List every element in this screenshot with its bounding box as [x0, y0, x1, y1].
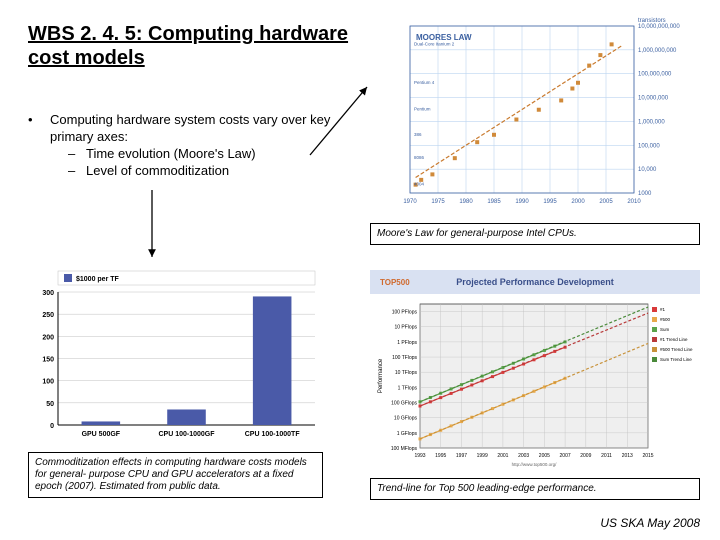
svg-text:Pentium 4: Pentium 4 — [414, 80, 435, 85]
svg-text:Performance: Performance — [378, 358, 384, 393]
svg-text:GPU 500GF: GPU 500GF — [82, 431, 121, 438]
svg-text:2011: 2011 — [601, 453, 612, 459]
svg-text:Pentium: Pentium — [414, 107, 431, 112]
svg-text:8086: 8086 — [414, 155, 425, 160]
svg-text:2013: 2013 — [622, 453, 633, 459]
svg-text:1,000,000: 1,000,000 — [638, 119, 665, 125]
svg-text:2005: 2005 — [599, 199, 613, 205]
svg-text:1993: 1993 — [414, 453, 425, 459]
svg-text:150: 150 — [42, 357, 54, 364]
svg-text:10 PFlops: 10 PFlops — [394, 325, 417, 331]
svg-text:#500: #500 — [660, 317, 671, 322]
svg-text:386: 386 — [414, 132, 422, 137]
svg-text:2000: 2000 — [571, 199, 585, 205]
svg-text:1,000,000,000: 1,000,000,000 — [638, 48, 677, 54]
svg-text:TOP500: TOP500 — [380, 278, 410, 287]
bullet-main-text: Computing hardware system costs vary ove… — [50, 112, 358, 146]
svg-text:1970: 1970 — [403, 199, 417, 205]
dash-marker: – — [68, 146, 86, 163]
bullet-sub1: Time evolution (Moore's Law) — [86, 146, 256, 163]
dash-marker: – — [68, 163, 86, 180]
bullet-sub2: Level of commoditization — [86, 163, 229, 180]
arrow-to-commodity — [140, 185, 170, 265]
svg-text:100 MFlops: 100 MFlops — [391, 446, 418, 452]
svg-text:1997: 1997 — [456, 453, 467, 459]
svg-text:50: 50 — [46, 401, 54, 408]
chart-top500: TOP500 Projected Performance Development 1… — [370, 270, 700, 470]
bullet-marker: • — [28, 112, 50, 180]
svg-text:100: 100 — [42, 379, 54, 386]
svg-text:2005: 2005 — [539, 453, 550, 459]
bullet-block: • Computing hardware system costs vary o… — [28, 112, 358, 180]
svg-text:#500 Trend Line: #500 Trend Line — [660, 347, 693, 352]
svg-text:2001: 2001 — [497, 453, 508, 459]
svg-text:100 PFlops: 100 PFlops — [392, 310, 418, 316]
svg-text:1980: 1980 — [459, 199, 473, 205]
svg-text:10 TFlops: 10 TFlops — [395, 370, 418, 376]
svg-text:1 GFlops: 1 GFlops — [397, 431, 418, 437]
svg-text:2015: 2015 — [642, 453, 653, 459]
svg-text:10,000,000,000: 10,000,000,000 — [638, 24, 680, 30]
svg-text:300: 300 — [42, 290, 54, 297]
svg-text:#1: #1 — [660, 307, 666, 312]
svg-text:2003: 2003 — [518, 453, 529, 459]
svg-text:$1000 per TF: $1000 per TF — [76, 276, 120, 283]
svg-text:CPU 100-1000TF: CPU 100-1000TF — [245, 431, 301, 438]
svg-text:200: 200 — [42, 334, 54, 341]
svg-text:250: 250 — [42, 312, 54, 319]
svg-text:1995: 1995 — [543, 199, 557, 205]
svg-text:1985: 1985 — [487, 199, 501, 205]
svg-text:#1 Trend Line: #1 Trend Line — [660, 337, 688, 342]
svg-text:10 GFlops: 10 GFlops — [394, 416, 418, 422]
svg-text:Sum Trend Line: Sum Trend Line — [660, 357, 692, 362]
svg-text:4004: 4004 — [414, 182, 425, 187]
caption-moore: Moore's Law for general-purpose Intel CP… — [370, 223, 700, 245]
svg-text:2009: 2009 — [580, 453, 591, 459]
caption-top500: Trend-line for Top 500 leading-edge perf… — [370, 478, 700, 500]
chart-moore: 1000 10,000 100,000 1,000,000 10,000,000 100,… — [370, 10, 700, 215]
caption-commodity: Commoditization effects in computing har… — [28, 452, 323, 498]
svg-text:2007: 2007 — [560, 453, 571, 459]
svg-text:100 TFlops: 100 TFlops — [392, 355, 417, 361]
svg-text:1990: 1990 — [515, 199, 529, 205]
svg-text:100 GFlops: 100 GFlops — [391, 401, 417, 407]
svg-text:100,000: 100,000 — [638, 143, 660, 149]
svg-text:0: 0 — [50, 423, 54, 430]
svg-text:10,000,000: 10,000,000 — [638, 96, 669, 102]
svg-text:100,000,000: 100,000,000 — [638, 72, 672, 78]
svg-text:1000: 1000 — [638, 191, 652, 197]
svg-text:1 TFlops: 1 TFlops — [398, 385, 418, 391]
svg-text:1999: 1999 — [477, 453, 488, 459]
chart-commodity: 0 50 100 150 200 250 300 GPU 500GF CPU 100-1000G… — [28, 270, 323, 445]
svg-text:Projected Performance Developm: Projected Performance Development — [456, 277, 614, 287]
svg-text:http://www.top500.org/: http://www.top500.org/ — [512, 462, 558, 467]
svg-text:1995: 1995 — [435, 453, 446, 459]
svg-text:CPU 100-1000GF: CPU 100-1000GF — [158, 431, 215, 438]
footer-text: US SKA May 2008 — [600, 516, 700, 530]
svg-text:transistors: transistors — [638, 18, 666, 24]
page-title: WBS 2. 4. 5: Computing hardware cost mod… — [28, 22, 368, 70]
svg-text:10,000: 10,000 — [638, 167, 657, 173]
svg-text:1975: 1975 — [431, 199, 445, 205]
svg-text:1 PFlops: 1 PFlops — [397, 340, 417, 346]
svg-text:2010: 2010 — [627, 199, 641, 205]
svg-text:Sum: Sum — [660, 327, 670, 332]
svg-text:Dual-Core Itanium 2: Dual-Core Itanium 2 — [414, 41, 455, 46]
